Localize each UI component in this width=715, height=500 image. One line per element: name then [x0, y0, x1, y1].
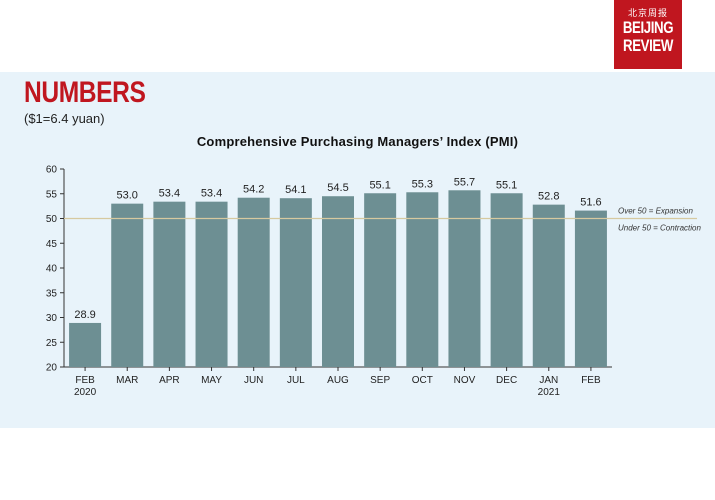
bar-9	[448, 190, 481, 367]
bar-2	[153, 201, 186, 367]
bar-value-label: 55.1	[369, 179, 390, 191]
bar-value-label: 54.2	[243, 184, 264, 196]
x-tick-label: JUL	[287, 375, 305, 386]
x-tick-label: FEB	[581, 375, 601, 386]
bar-6	[322, 196, 354, 367]
expansion-label: Over 50 = Expansion	[618, 207, 693, 216]
y-tick-label: 35	[46, 288, 58, 299]
bar-value-label: 54.5	[327, 182, 348, 194]
bar-4	[237, 197, 270, 367]
bar-12	[574, 210, 607, 367]
bar-1	[111, 203, 144, 367]
logo-chinese-text: 北京周报	[627, 9, 668, 19]
x-tick-label: MAR	[116, 375, 138, 386]
y-tick-label: 50	[46, 214, 58, 225]
y-tick-label: 40	[46, 264, 58, 275]
y-tick-label: 25	[46, 338, 58, 349]
x-tick-label: FEB	[75, 375, 95, 386]
x-tick-label: DEC	[496, 375, 517, 386]
bar-10	[490, 193, 523, 367]
bar-value-label: 55.7	[454, 176, 475, 188]
exchange-rate-note: ($1=6.4 yuan)	[24, 111, 105, 126]
bar-7	[364, 193, 397, 367]
bar-3	[195, 201, 228, 367]
bar-value-label: 55.1	[496, 179, 517, 191]
beijing-review-logo: 北京周报 BEIJING REVIEW	[614, 0, 682, 69]
contraction-label: Under 50 = Contraction	[618, 224, 701, 233]
y-tick-label: 30	[46, 313, 58, 324]
chart-title: Comprehensive Purchasing Managers’ Index…	[196, 134, 519, 149]
x-tick-label: JUN	[244, 375, 263, 386]
bar-value-label: 53.4	[201, 188, 222, 200]
y-tick-label: 55	[46, 189, 58, 200]
bar-value-label: 53.0	[117, 190, 138, 202]
x-tick-label: JAN	[539, 375, 558, 386]
y-tick-label: 60	[46, 165, 58, 176]
y-tick-label: 45	[46, 239, 58, 250]
y-tick-label: 20	[46, 363, 58, 374]
bar-8	[406, 192, 439, 367]
bar-5	[279, 198, 312, 367]
bar-value-label: 55.3	[412, 178, 433, 190]
logo-line-beijing: BEIJING	[622, 18, 674, 37]
bar-value-label: 52.8	[538, 191, 559, 203]
x-tick-label: NOV	[454, 375, 476, 386]
bar-value-label: 53.4	[159, 188, 180, 200]
x-tick-label: OCT	[412, 375, 433, 386]
x-tick-label: AUG	[327, 375, 349, 386]
x-tick-label: MAY	[201, 375, 222, 386]
bar-11	[532, 204, 565, 367]
bar-0	[69, 322, 102, 367]
x-tick-label: 2020	[74, 387, 97, 398]
x-tick-label: SEP	[370, 375, 390, 386]
x-tick-label: 2021	[538, 387, 561, 398]
bar-value-label: 54.1	[285, 184, 306, 196]
x-tick-label: APR	[159, 375, 180, 386]
bar-value-label: 51.6	[580, 197, 601, 209]
bar-value-label: 28.9	[74, 309, 95, 321]
logo-line-review: REVIEW	[623, 36, 673, 55]
page-title: NUMBERS	[24, 76, 146, 109]
